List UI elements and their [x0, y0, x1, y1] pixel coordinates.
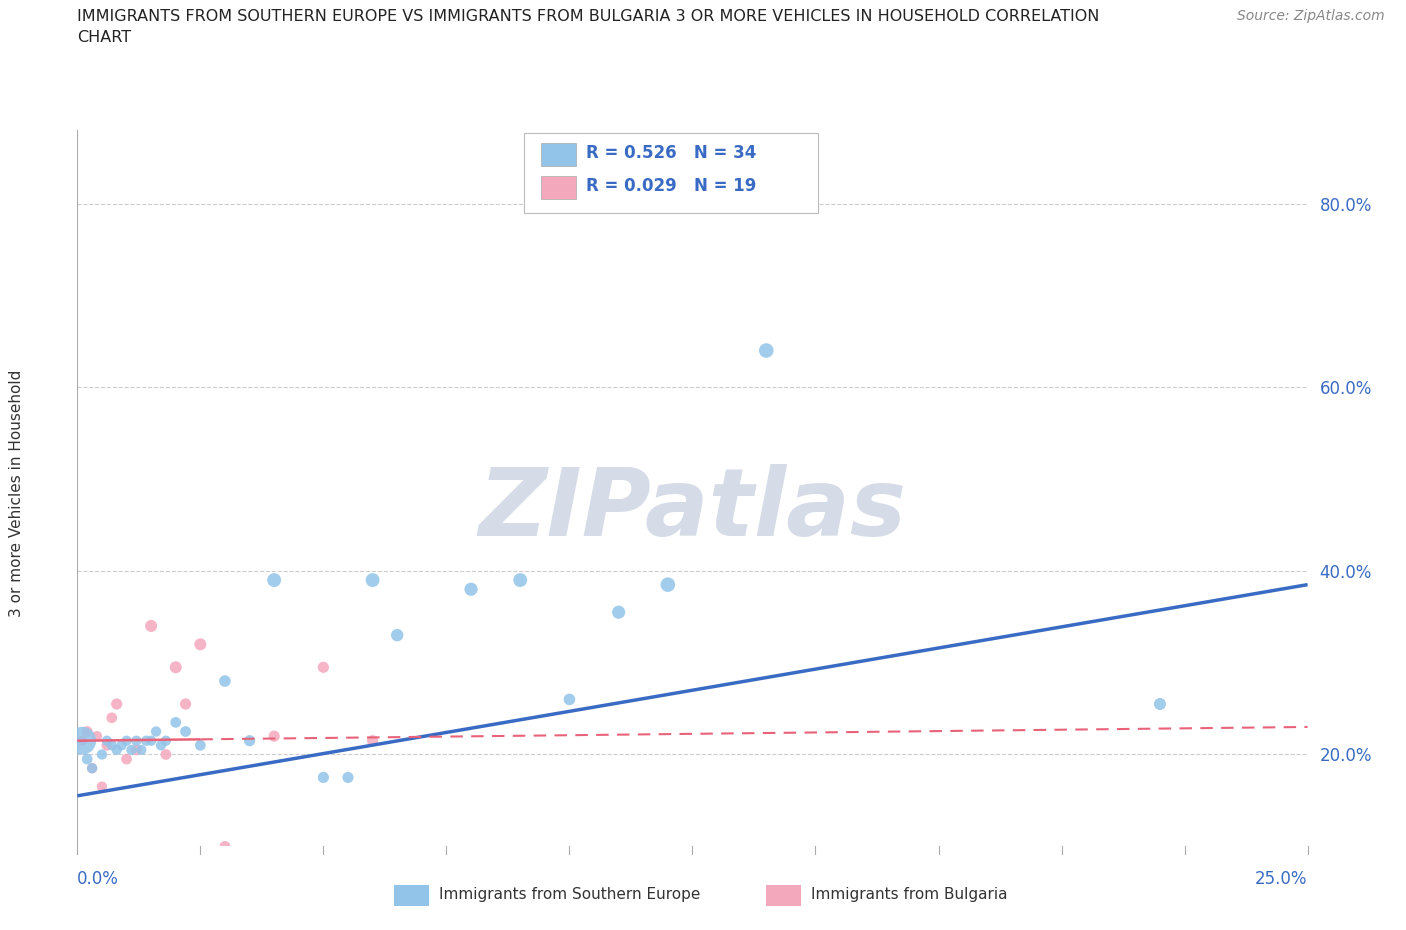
Point [70, 733, 93, 748]
Point [145, 724, 167, 739]
Point [111, 737, 132, 752]
Point [82, 761, 104, 776]
Point [141, 733, 163, 748]
Point [263, 729, 285, 744]
Point [214, 839, 236, 854]
Point [190, 637, 212, 652]
Point [101, 737, 124, 752]
Point [70, 733, 93, 748]
Point [96, 737, 118, 752]
Point [105, 697, 128, 711]
Point [755, 343, 778, 358]
Text: ZIPatlas: ZIPatlas [478, 464, 907, 556]
Point [131, 742, 153, 757]
Point [337, 770, 360, 785]
Point [174, 697, 197, 711]
Point [101, 711, 124, 725]
Point [165, 660, 187, 675]
Text: IMMIGRANTS FROM SOUTHERN EUROPE VS IMMIGRANTS FROM BULGARIA 3 OR MORE VEHICLES I: IMMIGRANTS FROM SOUTHERN EUROPE VS IMMIG… [77, 9, 1099, 24]
Point [125, 742, 148, 757]
Text: Immigrants from Bulgaria: Immigrants from Bulgaria [811, 887, 1008, 902]
Point [155, 747, 177, 762]
Point [509, 573, 531, 588]
Point [312, 770, 335, 785]
Point [361, 733, 384, 748]
Point [150, 737, 173, 752]
Text: Immigrants from Southern Europe: Immigrants from Southern Europe [439, 887, 700, 902]
Point [165, 715, 187, 730]
Point [387, 628, 409, 643]
Point [105, 742, 128, 757]
Text: CHART: CHART [77, 30, 131, 45]
Text: R = 0.526   N = 34: R = 0.526 N = 34 [586, 144, 756, 163]
Point [121, 742, 143, 757]
Point [90, 747, 114, 762]
Text: Source: ZipAtlas.com: Source: ZipAtlas.com [1237, 9, 1385, 23]
Point [86, 729, 108, 744]
Point [657, 578, 679, 592]
Text: R = 0.029   N = 19: R = 0.029 N = 19 [586, 177, 756, 195]
Point [125, 733, 148, 748]
Point [90, 779, 114, 794]
Point [312, 660, 335, 675]
Point [115, 751, 138, 766]
Point [558, 692, 581, 707]
Point [76, 751, 98, 766]
Point [96, 733, 118, 748]
Point [155, 733, 177, 748]
Point [239, 733, 262, 748]
Text: 3 or more Vehicles in Household: 3 or more Vehicles in Household [10, 369, 24, 617]
Point [263, 573, 285, 588]
Point [361, 573, 384, 588]
Point [174, 724, 197, 739]
Point [190, 737, 212, 752]
Point [141, 618, 163, 633]
Point [115, 733, 138, 748]
Point [76, 724, 98, 739]
Point [214, 673, 236, 688]
Text: 0.0%: 0.0% [77, 870, 120, 887]
Point [82, 761, 104, 776]
Point [135, 733, 157, 748]
Point [460, 582, 482, 597]
Point [1149, 697, 1171, 711]
Text: 25.0%: 25.0% [1256, 870, 1308, 887]
Point [607, 604, 630, 619]
